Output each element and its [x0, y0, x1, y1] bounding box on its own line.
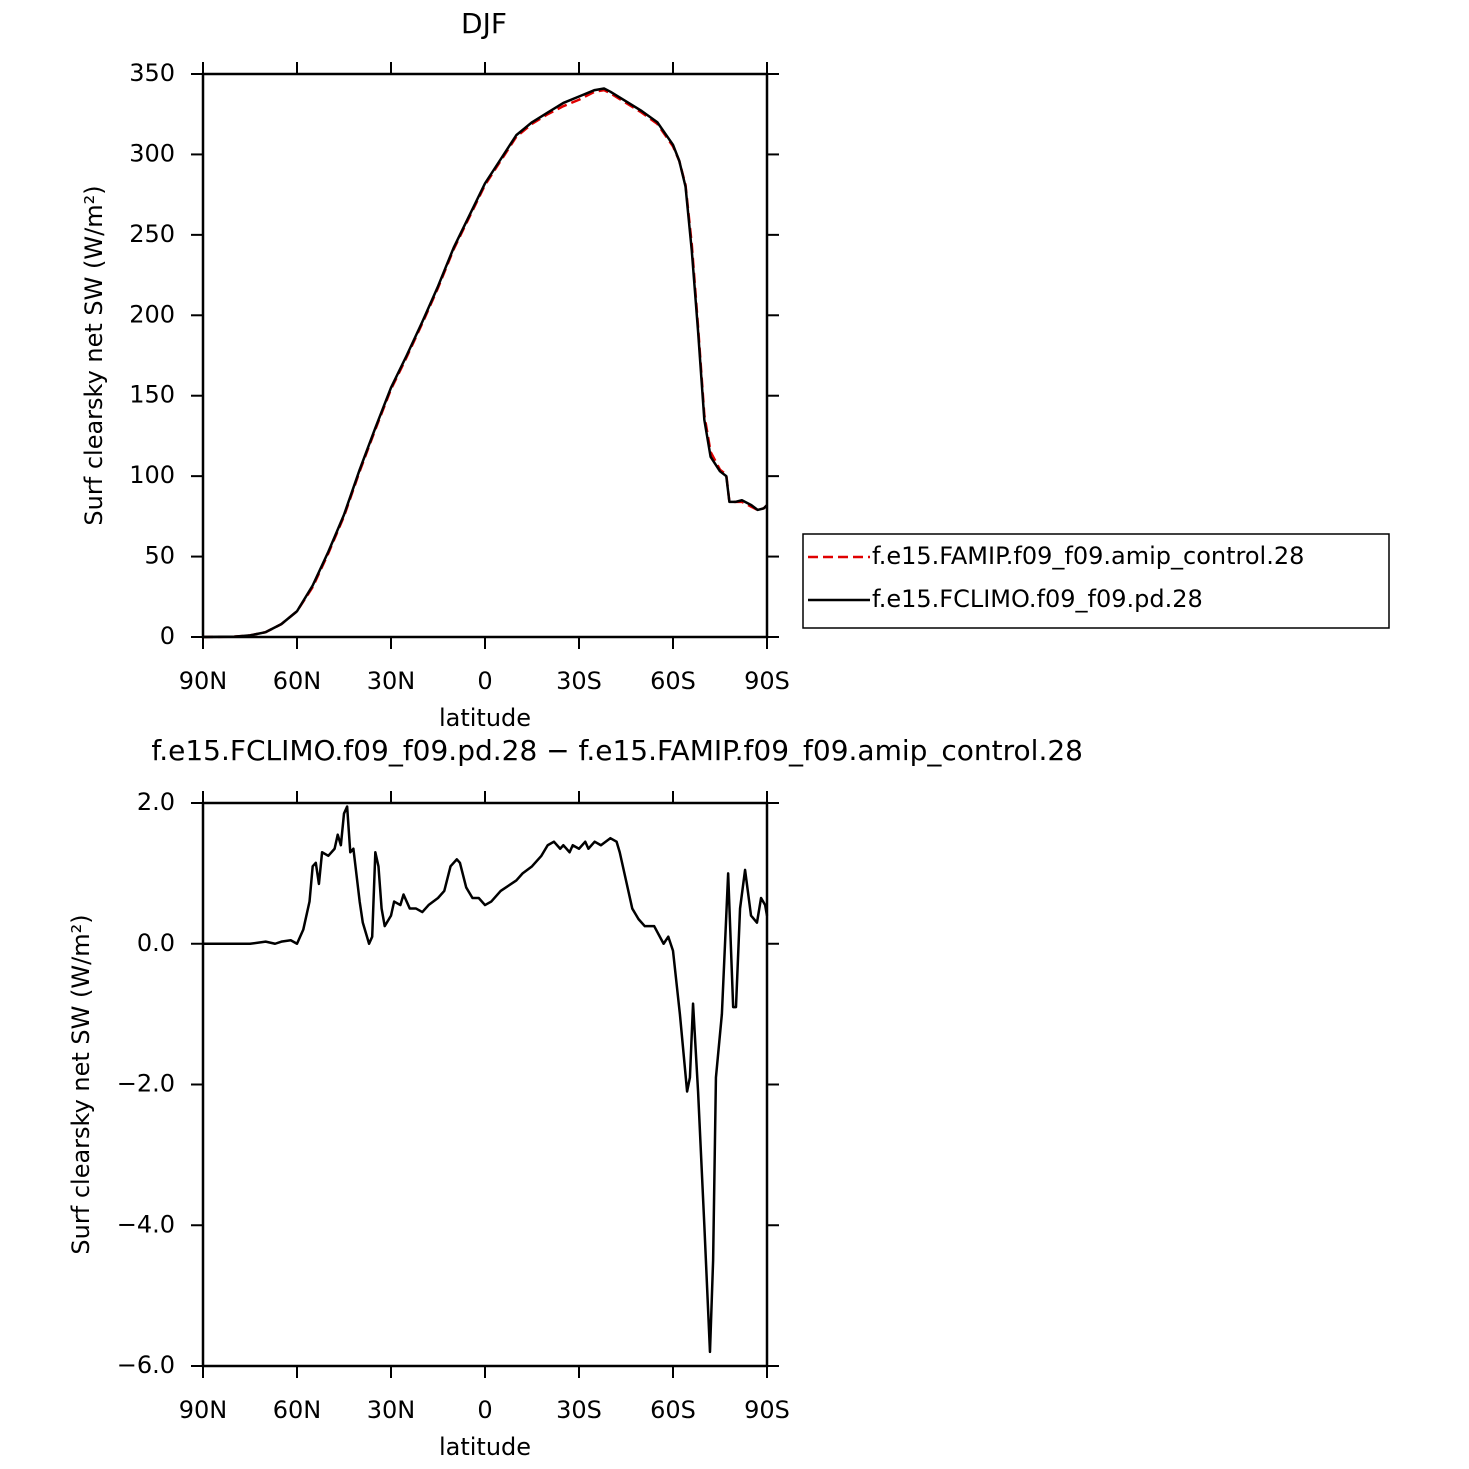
x-tick-label: 60N	[273, 1396, 322, 1424]
y-tick-label: 2.0	[137, 788, 175, 816]
y-tick-label: 350	[129, 59, 175, 87]
y-tick-label: −4.0	[117, 1210, 175, 1238]
x-axis-label: latitude	[439, 1433, 531, 1461]
x-tick-label: 60N	[273, 667, 322, 695]
y-tick-label: 200	[129, 300, 175, 328]
x-tick-label: 90N	[179, 667, 228, 695]
y-tick-label: 0.0	[137, 929, 175, 957]
plot-frame	[201, 72, 769, 639]
y-tick-label: 50	[144, 542, 175, 570]
x-tick-label: 60S	[650, 1396, 696, 1424]
plot-frame	[201, 801, 769, 1368]
y-tick-label: −2.0	[117, 1070, 175, 1098]
x-tick-label: 30S	[556, 667, 602, 695]
y-axis-label: Surf clearsky net SW (W/m²)	[67, 914, 95, 1254]
y-axis-label: Surf clearsky net SW (W/m²)	[80, 185, 108, 525]
chart-title: DJF	[461, 7, 507, 40]
x-tick-label: 90S	[744, 1396, 790, 1424]
x-tick-label: 0	[477, 667, 492, 695]
y-tick-label: 100	[129, 461, 175, 489]
data-line	[203, 805, 769, 1354]
y-tick-label: 300	[129, 139, 175, 167]
chart: DJF latitude Surf clearsky net SW (W/m²) 0 5…	[80, 7, 790, 732]
legend-label: f.e15.FCLIMO.f09_f09.pd.28	[872, 585, 1203, 613]
x-tick-label: 30N	[367, 1396, 416, 1424]
x-tick-label: 0	[477, 1396, 492, 1424]
y-tick-label: −6.0	[117, 1351, 175, 1379]
legend-box	[802, 533, 1390, 629]
x-tick-label: 90N	[179, 1396, 228, 1424]
x-axis-label: latitude	[439, 704, 531, 732]
x-tick-label: 60S	[650, 667, 696, 695]
x-tick-label: 90S	[744, 667, 790, 695]
y-tick-label: 150	[129, 381, 175, 409]
y-tick-label: 250	[129, 220, 175, 248]
chart-title: f.e15.FCLIMO.f09_f09.pd.28 − f.e15.FAMIP…	[151, 734, 1083, 767]
y-tick-label: 0	[160, 622, 175, 650]
chart: f.e15.FCLIMO.f09_f09.pd.28 − f.e15.FAMIP…	[67, 734, 1083, 1461]
legend-label: f.e15.FAMIP.f09_f09.amip_control.28	[872, 542, 1304, 570]
data-line	[202, 87, 768, 639]
x-tick-label: 30N	[367, 667, 416, 695]
x-tick-label: 30S	[556, 1396, 602, 1424]
